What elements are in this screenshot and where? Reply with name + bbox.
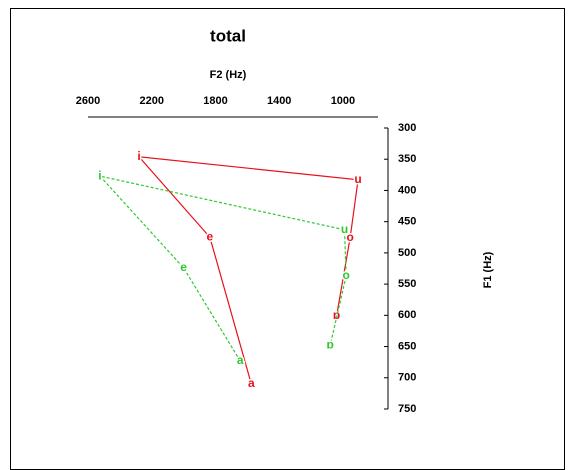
y-tick-label: 550 [398,278,416,290]
vowel-label: i [137,149,140,163]
x-tick-label: 1400 [267,95,291,107]
y-tick-label: 700 [398,372,416,384]
vowel-label: i [98,168,101,182]
vowel-label: u [354,172,361,186]
vowel-label: o [342,268,349,282]
vowel-label: e [207,229,214,243]
y-axis-label: F1 (Hz) [482,251,494,288]
vowel-line [137,155,359,385]
chart-title: total [210,26,246,45]
x-tick-label: 2600 [76,95,100,107]
x-tick-label: 1800 [203,95,227,107]
vowel-label: u [341,222,348,236]
x-tick-label: 2200 [139,95,163,107]
y-tick-label: 450 [398,216,416,228]
x-tick-label: 1000 [331,95,355,107]
vowel-label: ɒ [327,337,334,351]
vowel-label: a [248,376,255,390]
y-tick-label: 400 [398,184,416,196]
y-tick-label: 600 [398,309,416,321]
y-tick-label: 650 [398,340,416,352]
y-tick-label: 750 [398,403,416,415]
y-tick-label: 500 [398,247,416,259]
x-axis-label: F2 (Hz) [210,69,247,81]
vowel-line [98,175,347,362]
y-tick-label: 300 [398,122,416,134]
y-tick-label: 350 [398,153,416,165]
frame [10,8,565,470]
vowel-label: a [237,353,244,367]
vowel-label: e [180,260,187,274]
vowel-label: o [346,230,353,244]
